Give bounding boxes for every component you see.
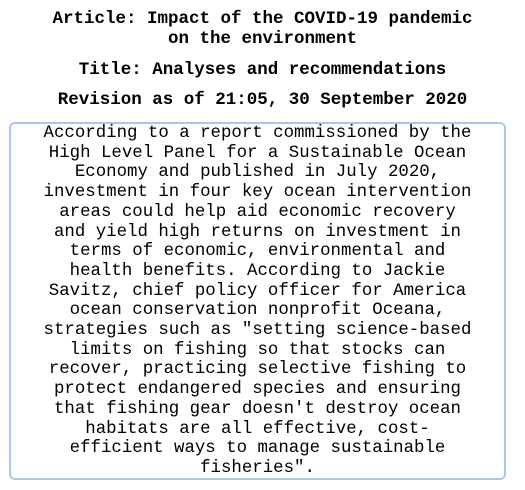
content-text-box: According to a report commissioned by th… — [9, 122, 506, 480]
page-title: Title: Analyses and recommendations — [78, 60, 447, 80]
content-paragraph: According to a report commissioned by th… — [43, 124, 472, 478]
article-heading-line-1: Article: Impact of the COVID-19 pandemic — [52, 9, 473, 29]
article-heading-line-2: on the environment — [167, 29, 358, 49]
revision-timestamp: Revision as of 21:05, 30 September 2020 — [57, 90, 468, 110]
